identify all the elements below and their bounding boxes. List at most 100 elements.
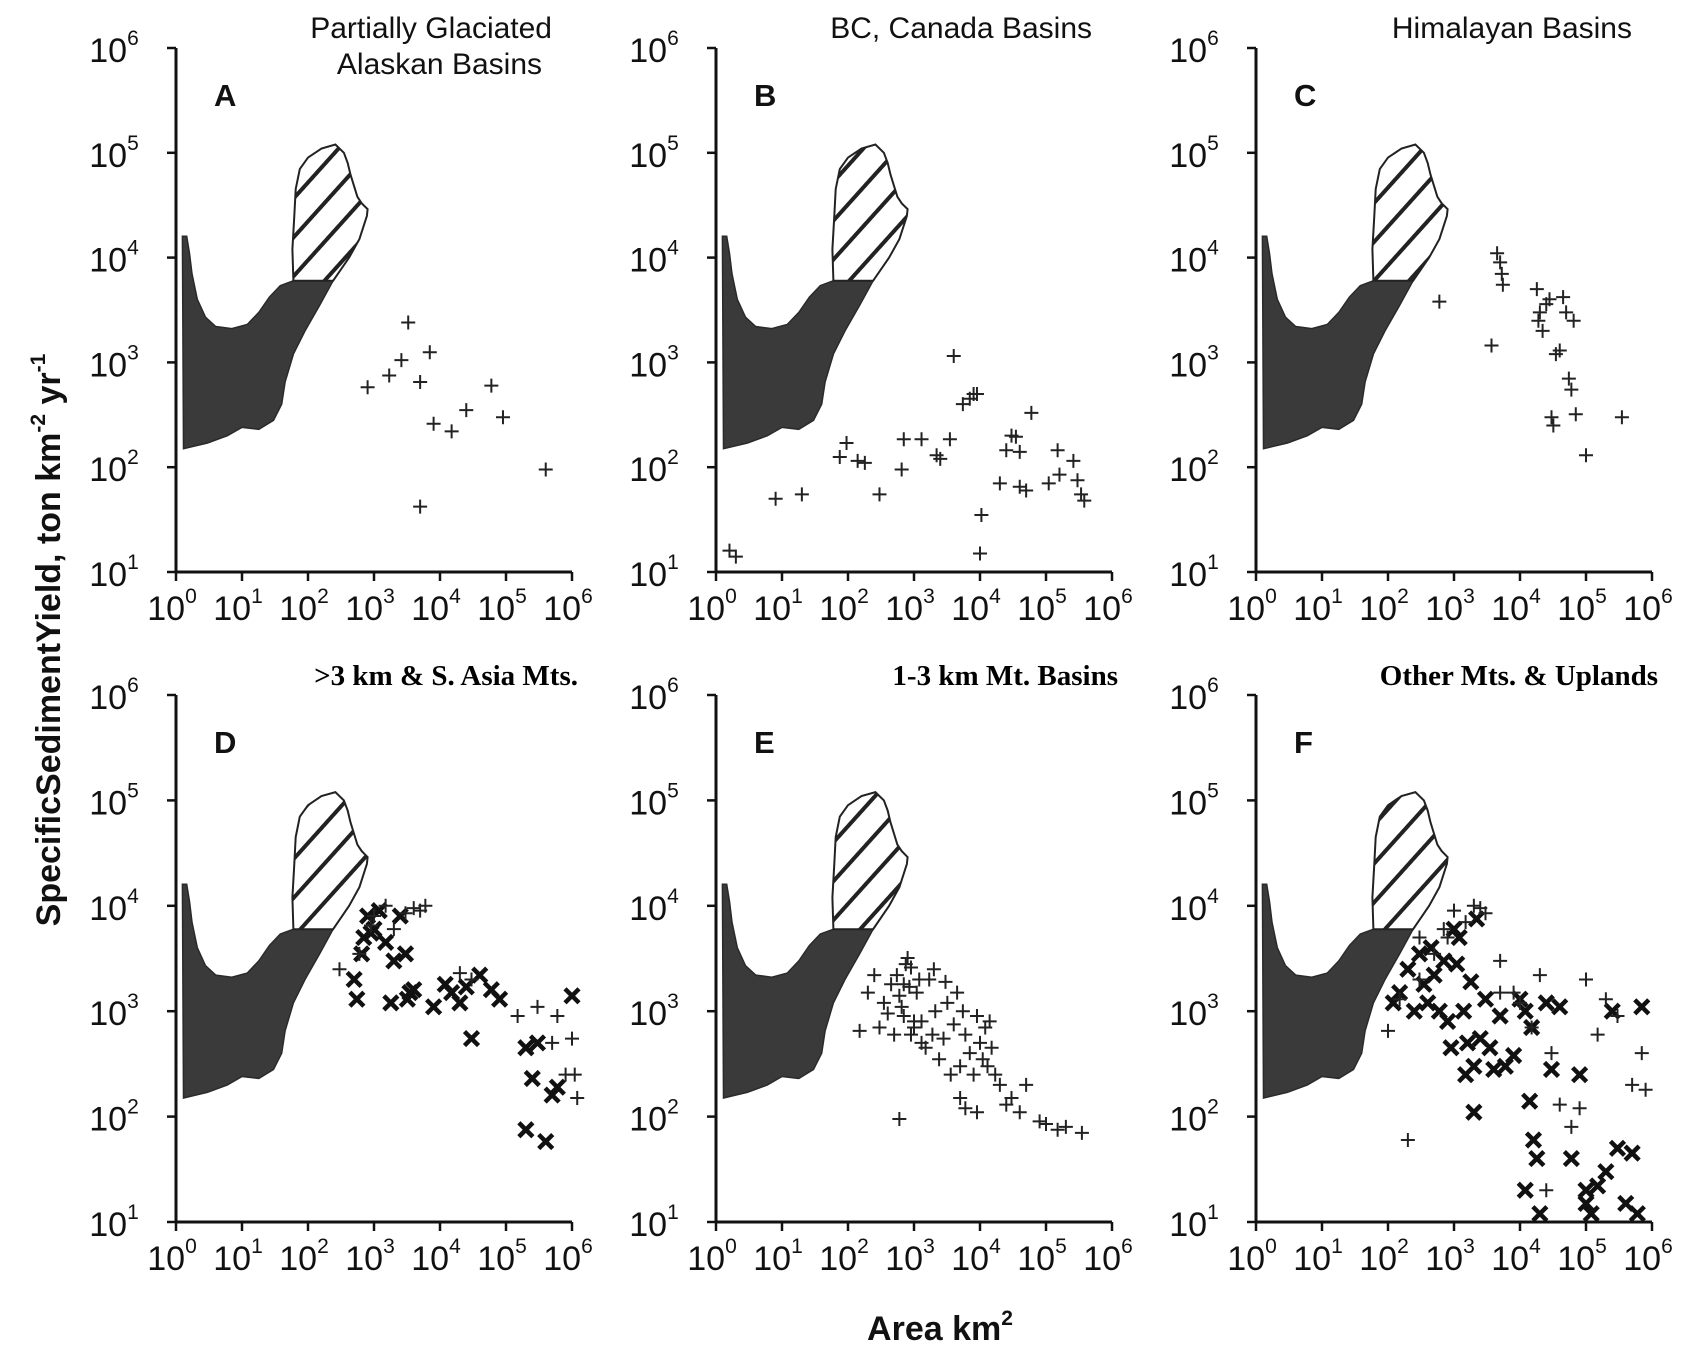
data-point-plus (1412, 972, 1427, 987)
data-point-plus (909, 985, 924, 1000)
data-point-cross (1577, 1181, 1595, 1199)
data-point-cross (1516, 1181, 1534, 1199)
data-point-plus (1568, 407, 1583, 422)
y-tick-label: 105 (629, 779, 679, 822)
data-point-plus (398, 906, 413, 921)
x-tick-label: 103 (885, 1235, 935, 1278)
glaciated-basins-envelope (1371, 790, 1449, 931)
data-point-cross (1571, 1066, 1589, 1084)
data-point-plus (1432, 294, 1447, 309)
data-point-cross (1528, 1149, 1546, 1168)
y-axis-title-part-1: SpecificSedimentYield, ton km (30, 433, 68, 927)
data-point-plus (1019, 1077, 1034, 1092)
data-point-plus (444, 424, 459, 439)
data-point-plus (1494, 266, 1509, 281)
y-tick-label: 102 (1169, 446, 1219, 489)
data-point-plus (880, 1006, 895, 1021)
data-point-plus (1548, 347, 1563, 362)
data-point-plus (459, 403, 474, 418)
data-point-plus (426, 416, 441, 431)
y-tick-label: 105 (89, 132, 139, 175)
data-point-plus (495, 410, 510, 425)
y-axis-title-part-2: yr (30, 372, 68, 414)
y-tick-label: 105 (1169, 779, 1219, 822)
data-point-plus (1539, 1183, 1554, 1198)
y-tick-label: 106 (1169, 27, 1219, 70)
data-point-cross (1623, 1144, 1641, 1162)
panel-letter: C (1294, 78, 1316, 113)
glaciated-basins-envelope (1371, 143, 1449, 282)
data-point-plus (1556, 290, 1571, 305)
x-tick-label: 106 (543, 585, 593, 628)
x-tick-label: 104 (951, 1235, 1001, 1278)
data-point-plus (892, 988, 907, 1003)
data-point-plus (1564, 382, 1579, 397)
x-tick-label: 105 (1017, 1235, 1067, 1278)
data-point-plus (1066, 453, 1081, 468)
data-point-cross (517, 1121, 535, 1139)
data-point-cross (1562, 1149, 1580, 1168)
data-point-plus (973, 546, 987, 561)
y-tick-label: 103 (89, 341, 139, 384)
data-point-cross (1399, 960, 1417, 978)
x-tick-label: 101 (753, 585, 803, 628)
data-point-cross (345, 970, 363, 989)
data-point-plus (1400, 1132, 1415, 1147)
data-point-plus (973, 1035, 987, 1050)
data-point-cross (1462, 973, 1480, 991)
data-point-plus (1427, 946, 1442, 961)
data-point-cross (1589, 1177, 1607, 1195)
data-point-plus (728, 549, 743, 564)
data-point-plus (722, 543, 737, 558)
data-point-cross (1450, 928, 1468, 947)
x-tick-label: 104 (411, 585, 461, 628)
data-point-plus (794, 487, 809, 502)
data-point-plus (1544, 1046, 1559, 1061)
data-point-cross (491, 990, 509, 1008)
x-tick-label: 104 (411, 1235, 461, 1278)
data-point-cross (1468, 910, 1486, 928)
data-point-plus (852, 1023, 867, 1038)
data-point-plus (922, 972, 937, 987)
data-point-cross (1457, 1066, 1475, 1084)
data-point-plus (1531, 313, 1546, 328)
data-point-plus (975, 1052, 990, 1067)
x-tick-label: 102 (279, 585, 329, 628)
data-point-cross (1458, 1034, 1477, 1052)
y-tick-label: 104 (1169, 885, 1219, 928)
y-tick-label: 105 (89, 779, 139, 822)
data-point-plus (1412, 930, 1427, 945)
data-point-cross (1425, 966, 1443, 984)
data-point-cross (1435, 952, 1453, 970)
data-point-cross (1628, 1205, 1646, 1223)
data-point-plus (1466, 898, 1481, 913)
data-point-plus (1614, 410, 1629, 425)
data-point-plus (872, 487, 887, 502)
data-point-cross (348, 990, 366, 1008)
data-point-plus (1012, 444, 1027, 459)
data-point-plus (1579, 448, 1593, 463)
data-point-plus (1572, 1101, 1587, 1116)
panel-letter: F (1294, 725, 1313, 760)
data-point-plus (1493, 953, 1508, 968)
data-point-plus (936, 1031, 951, 1046)
y-tick-label: 104 (89, 885, 139, 928)
y-tick-label: 101 (1169, 551, 1219, 594)
data-point-plus (896, 1009, 911, 1024)
data-point-plus (1024, 405, 1039, 420)
data-point-plus (876, 995, 891, 1010)
x-tick-label: 105 (1017, 585, 1067, 628)
data-point-cross (362, 924, 380, 942)
x-tick-label: 101 (213, 1235, 263, 1278)
x-tick-label: 100 (687, 585, 737, 628)
data-point-cross (1439, 1012, 1457, 1031)
x-tick-label: 103 (1425, 585, 1475, 628)
data-point-plus (1458, 915, 1473, 930)
y-tick-label: 106 (629, 674, 679, 717)
data-point-plus (1074, 1125, 1089, 1140)
data-point-plus (982, 1014, 997, 1029)
data-point-plus (884, 977, 899, 992)
data-point-plus (832, 450, 847, 465)
data-point-plus (530, 999, 545, 1014)
data-point-plus (464, 972, 479, 987)
